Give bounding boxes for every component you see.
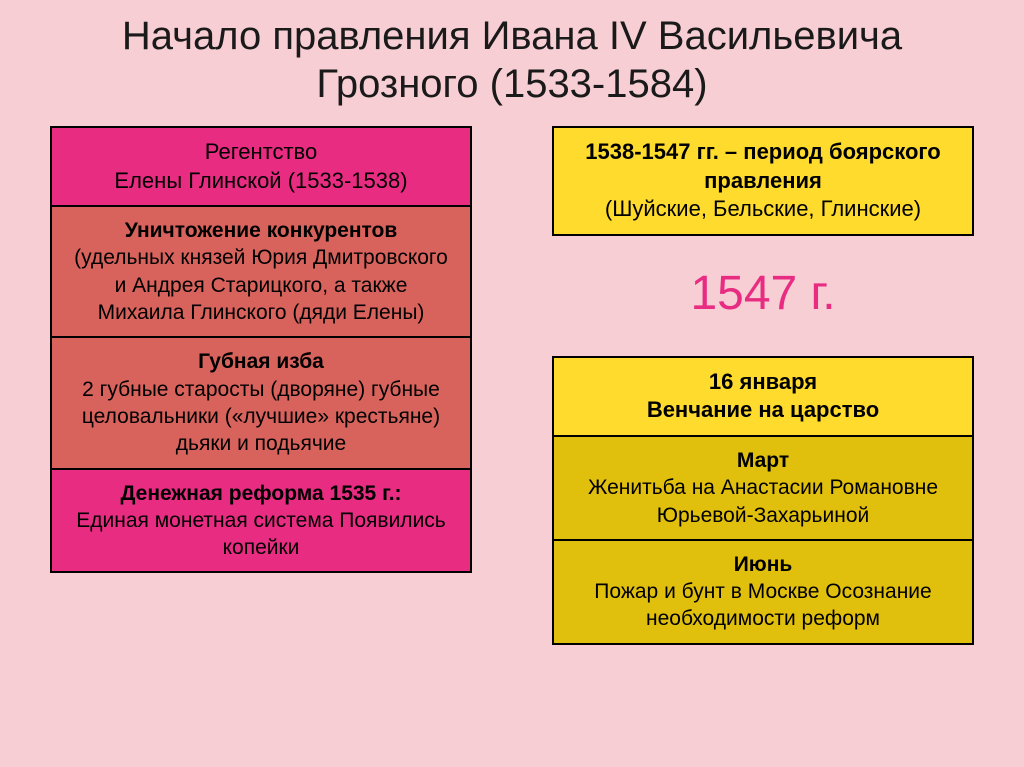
boyar-text: (Шуйские, Бельские, Глинские) [574, 195, 952, 224]
regency-line1: Регентство [72, 138, 450, 167]
fire-month: Июнь [574, 551, 952, 578]
boyar-bold: 1538-1547 гг. – период боярского правлен… [574, 138, 952, 195]
marriage-month: Март [574, 447, 952, 474]
columns: Регентство Елены Глинской (1533-1538) Ун… [0, 116, 1024, 645]
coronation-text: Венчание на царство [574, 396, 952, 425]
money-bold: Денежная реформа 1535 г.: [72, 480, 450, 507]
regency-header: Регентство Елены Глинской (1533-1538) [50, 126, 472, 207]
money-reform-box: Денежная реформа 1535 г.: Единая монетна… [50, 470, 472, 574]
gubnaya-text: 2 губные старосты (дворяне) губные целов… [72, 376, 450, 458]
marriage-box: Март Женитьба на Анастасии Романовне Юрь… [552, 437, 974, 541]
year-1547: 1547 г. [552, 266, 974, 321]
left-column: Регентство Елены Глинской (1533-1538) Ун… [50, 126, 472, 645]
gubnaya-box: Губная изба 2 губные старосты (дворяне) … [50, 338, 472, 469]
regency-line2: Елены Глинской (1533-1538) [72, 167, 450, 196]
competitors-text: (удельных князей Юрия Дмитровского и Анд… [74, 246, 448, 324]
fire-text: Пожар и бунт в Москве Осознание необходи… [574, 578, 952, 633]
page-title: Начало правления Ивана IV Васильевича Гр… [0, 0, 1024, 116]
fire-box: Июнь Пожар и бунт в Москве Осознание нео… [552, 541, 974, 645]
boyar-period-box: 1538-1547 гг. – период боярского правлен… [552, 126, 974, 236]
competitors-box: Уничтожение конкурентов (удельных князей… [50, 207, 472, 338]
money-text: Единая монетная система Появились копейк… [72, 507, 450, 562]
marriage-text: Женитьба на Анастасии Романовне Юрьевой-… [574, 474, 952, 529]
coronation-date: 16 января [574, 368, 952, 397]
right-column: 1538-1547 гг. – период боярского правлен… [552, 126, 974, 645]
coronation-box: 16 января Венчание на царство [552, 356, 974, 437]
competitors-bold: Уничтожение конкурентов [125, 219, 398, 242]
gubnaya-bold: Губная изба [72, 348, 450, 375]
